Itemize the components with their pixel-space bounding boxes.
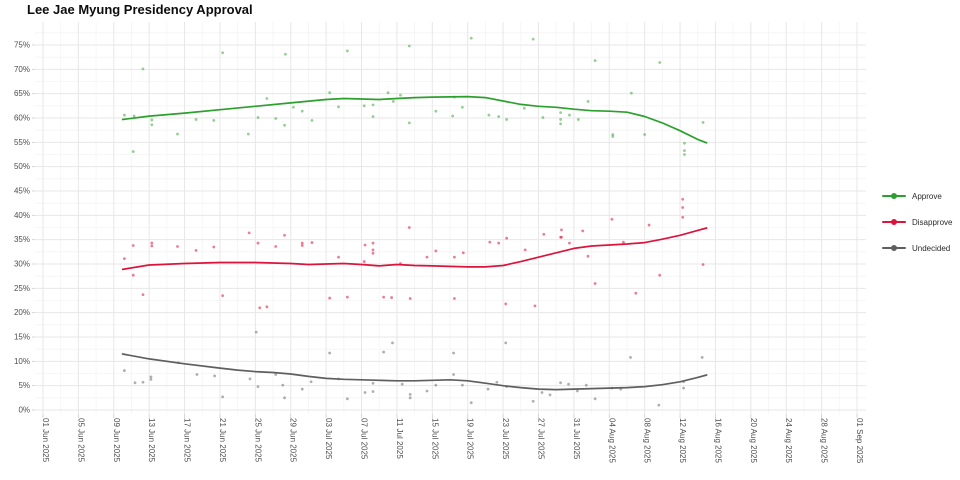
svg-text:12 Aug 2025: 12 Aug 2025 (678, 418, 687, 463)
svg-text:25 Jun 2025: 25 Jun 2025 (253, 418, 262, 463)
svg-text:24 Aug 2025: 24 Aug 2025 (784, 418, 793, 463)
svg-text:23 Jul 2025: 23 Jul 2025 (501, 418, 510, 460)
svg-text:13 Jun 2025: 13 Jun 2025 (147, 418, 156, 463)
svg-text:01 Jun 2025: 01 Jun 2025 (41, 418, 50, 463)
svg-text:01 Sep 2025: 01 Sep 2025 (855, 418, 864, 464)
svg-text:04 Aug 2025: 04 Aug 2025 (607, 418, 616, 463)
legend-item-disapprove: Disapprove (882, 216, 958, 228)
svg-text:07 Jul 2025: 07 Jul 2025 (360, 418, 369, 460)
legend: Approve Disapprove Undecided (882, 190, 958, 268)
svg-text:20%: 20% (14, 308, 30, 317)
chart-title: Lee Jae Myung Presidency Approval (27, 2, 253, 17)
svg-text:21 Jun 2025: 21 Jun 2025 (218, 418, 227, 463)
legend-item-approve: Approve (882, 190, 958, 202)
svg-text:11 Jul 2025: 11 Jul 2025 (395, 418, 404, 459)
svg-text:05 Jun 2025: 05 Jun 2025 (76, 418, 85, 463)
svg-text:40%: 40% (14, 211, 30, 220)
svg-text:08 Aug 2025: 08 Aug 2025 (643, 418, 652, 463)
svg-text:31 Jul 2025: 31 Jul 2025 (572, 418, 581, 460)
svg-text:15 Jul 2025: 15 Jul 2025 (430, 418, 439, 460)
svg-text:60%: 60% (14, 113, 30, 122)
svg-text:03 Jul 2025: 03 Jul 2025 (324, 418, 333, 460)
svg-text:16 Aug 2025: 16 Aug 2025 (713, 418, 722, 463)
svg-text:30%: 30% (14, 259, 30, 268)
svg-text:09 Jun 2025: 09 Jun 2025 (112, 418, 121, 463)
svg-text:15%: 15% (14, 332, 30, 341)
svg-text:28 Aug 2025: 28 Aug 2025 (820, 418, 829, 463)
approve-line-dot-icon (882, 190, 906, 202)
svg-text:65%: 65% (14, 89, 30, 98)
legend-item-undecided: Undecided (882, 242, 958, 254)
svg-text:19 Jul 2025: 19 Jul 2025 (466, 418, 475, 460)
svg-text:35%: 35% (14, 235, 30, 244)
svg-text:29 Jun 2025: 29 Jun 2025 (289, 418, 298, 463)
legend-label-approve: Approve (912, 191, 942, 201)
legend-label-disapprove: Disapprove (912, 217, 953, 227)
svg-text:55%: 55% (14, 138, 30, 147)
legend-label-undecided: Undecided (912, 243, 951, 253)
svg-text:17 Jun 2025: 17 Jun 2025 (183, 418, 192, 463)
svg-text:5%: 5% (18, 381, 30, 390)
undecided-line-dot-icon (882, 242, 906, 254)
svg-text:0%: 0% (18, 406, 30, 415)
svg-text:75%: 75% (14, 40, 30, 49)
svg-text:20 Aug 2025: 20 Aug 2025 (749, 418, 758, 463)
svg-text:10%: 10% (14, 357, 30, 366)
svg-text:45%: 45% (14, 186, 30, 195)
svg-text:50%: 50% (14, 162, 30, 171)
svg-text:70%: 70% (14, 65, 30, 74)
disapprove-line-dot-icon (882, 216, 906, 228)
svg-text:27 Jul 2025: 27 Jul 2025 (536, 418, 545, 460)
svg-text:25%: 25% (14, 284, 30, 293)
